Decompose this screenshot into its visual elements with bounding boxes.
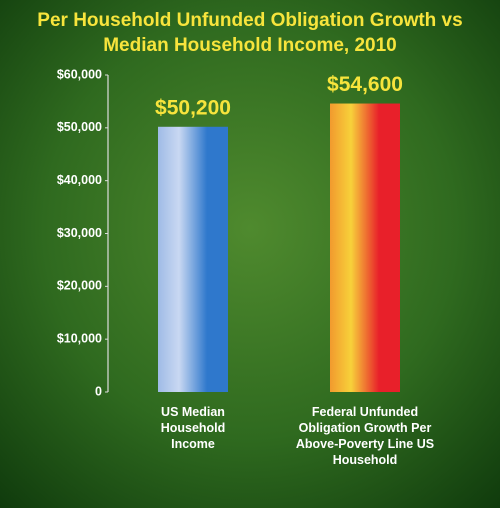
y-tick-label: $30,000: [57, 226, 102, 240]
value-label: $50,200: [155, 96, 231, 119]
x-tick-label: Federal Unfunded Obligation Growth Per A…: [295, 405, 435, 467]
y-tick-label: $10,000: [57, 331, 102, 345]
y-tick-label: $60,000: [57, 67, 102, 81]
y-tick-label: $20,000: [57, 279, 102, 293]
y-tick-label: 0: [95, 384, 102, 398]
x-tick-label: US Median Household Income: [160, 405, 226, 451]
bar: [330, 103, 400, 392]
y-tick-label: $50,000: [57, 120, 102, 134]
value-label: $54,600: [327, 73, 403, 96]
bar: [158, 126, 228, 392]
y-tick-label: $40,000: [57, 173, 102, 187]
chart-title: Per Household Unfunded Obligation Growth…: [37, 10, 463, 56]
